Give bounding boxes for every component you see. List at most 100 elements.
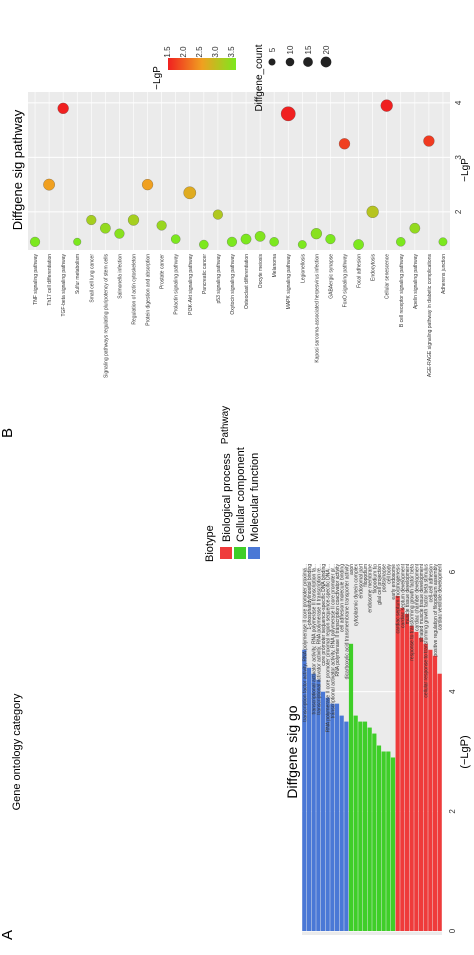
go-category-label: core promoter sequence-specific DNA bind… — [321, 564, 327, 666]
go-bar-glial-cell-projection — [376, 745, 382, 931]
pathway-category-labels: TNF signaling pathway Th17 cell different… — [33, 254, 447, 378]
size-legend-label: 5 — [268, 47, 277, 52]
pathway-category-label: AGE-RAGE signaling pathway in diabetic c… — [427, 254, 433, 378]
pathway-point-legionellosis — [297, 240, 307, 249]
pathway-color-legend: −LgP 1.5 2.0 2.5 3.0 3.5 — [152, 46, 236, 90]
pathway-point-pancreatic-cancer — [199, 239, 209, 250]
pathway-point-signaling-pathways-regulating-pluripoten — [100, 222, 111, 234]
go-category-label: dicarboxylic acid transmembrane transpor… — [344, 564, 350, 680]
color-legend-tick: 3.5 — [227, 46, 236, 58]
color-legend-tick: 2.0 — [179, 46, 188, 58]
go-bar-postsynapse — [381, 751, 386, 931]
go-category-label: cardiac chamber development — [414, 563, 420, 631]
go-category-label: RNA polymerase II core promoter proximal… — [326, 564, 332, 732]
size-legend-dot — [268, 58, 276, 66]
go-bar-endosomal-part — [358, 721, 363, 931]
pathway-tick-label: 4 — [454, 100, 463, 105]
go-bar-striated-muscle-tissue-development — [418, 637, 424, 931]
pathway-category-label: Salmonella infection — [117, 254, 123, 299]
pathway-point-adherens-junction — [438, 237, 448, 247]
go-tick-label: 6 — [448, 569, 457, 574]
pathway-point-salmonella-infection — [114, 228, 125, 239]
pathway-category-label: TGF-beta signaling pathway — [61, 254, 67, 317]
go-bar-chart: transcription factor activity, RNA polym… — [11, 447, 471, 935]
go-category-labels: transcription factor activity, RNA polym… — [302, 563, 443, 732]
go-bar-dicarboxylic-acid-transmembrane-transpor — [344, 721, 349, 931]
pathway-point-endocytosis — [366, 205, 379, 218]
go-bar-cell-adhesion-molecule-binding — [339, 715, 344, 931]
go-category-label: filopodium — [363, 564, 369, 587]
pathway-category-label: Legionellosis — [300, 254, 306, 283]
pathway-category-label: Apelin signaling pathway — [413, 254, 419, 310]
go-category-label: glial cell projection — [377, 564, 383, 605]
go-bar-cardiac-septum-morphogenesis — [395, 595, 400, 931]
pathway-point-focal-adhesion — [353, 239, 364, 250]
go-tick-label: 0 — [448, 928, 457, 933]
color-legend-tick: 3.0 — [211, 46, 220, 58]
panel-label-a: A — [0, 930, 16, 940]
pathway-x-axis-label: −LgP — [460, 158, 471, 182]
size-legend-label: 15 — [304, 45, 313, 54]
go-bar-cellular-response-to-transforming-growth — [423, 643, 428, 931]
go-category-label: endosomal part — [358, 563, 364, 598]
pathway-point-gabaergic-synapse — [325, 234, 336, 245]
legend-swatch-biological-process — [220, 547, 232, 559]
size-legend-dot — [303, 57, 313, 67]
pathway-points — [30, 99, 448, 250]
panel-label-b: B — [0, 428, 16, 438]
pathway-tick-label: 3 — [454, 155, 463, 160]
go-category-label: cell adhesion molecule binding — [340, 564, 346, 632]
pathway-category-label: Focal adhesion — [357, 254, 363, 288]
go-y-axis-label: Gene ontology category — [11, 693, 23, 810]
go-bar-transcriptional-activator-activity-rna-p — [311, 673, 316, 931]
pathway-point-regulation-of-actin-cytoskeleton — [127, 214, 140, 226]
pathway-point-foxo-signaling-pathway — [338, 138, 351, 150]
pathway-category-label: Endocytosis — [371, 254, 377, 281]
size-legend-label: 20 — [322, 45, 331, 54]
go-gridlines — [302, 571, 442, 932]
go-bar-cytoplasmic-dynein-complex — [353, 715, 358, 931]
go-bar-core-promoter-sequence-specific-dna-bind — [320, 691, 326, 931]
pathway-category-label: Small cell lung cancer — [89, 254, 95, 303]
pathway-category-label: Prolactin signaling pathway — [174, 254, 180, 315]
go-bar-transcriptional-activator-activity-rna-p — [316, 679, 321, 931]
pathway-category-label: Adherens junction — [441, 254, 447, 294]
pathway-category-label: p53 signaling pathway — [216, 254, 222, 304]
go-category-label: striated muscle tissue development — [419, 563, 425, 642]
go-category-label: response to transforming growth factor b… — [410, 564, 416, 661]
pathway-category-label: Protein digestion and absorption — [146, 254, 152, 326]
go-category-label: cell-cell adhesion — [428, 564, 434, 603]
pathway-point-oocyte-meiosis — [254, 231, 266, 242]
go-category-label: early endosome — [391, 564, 397, 600]
go-bar-positive-regulation-of-filopodium-assemb — [432, 655, 438, 931]
pathway-point-pi3k-akt-signaling-pathway — [183, 186, 197, 200]
pathway-point-mapk-signaling-pathway — [280, 106, 296, 122]
go-category-label: muscle tissue development — [405, 563, 411, 624]
size-legend-dot — [285, 57, 295, 67]
pathway-plot-area — [28, 92, 450, 250]
go-bar-rna-polymerase-ii-transcription-coactiva — [334, 703, 340, 931]
pathway-category-label: Pancreatic cancer — [202, 254, 208, 294]
pathway-tick-label: 2 — [454, 209, 463, 214]
pathway-category-label: GABAergic synapse — [328, 254, 334, 299]
pathway-point-prostate-cancer — [156, 220, 167, 231]
pathway-point-tgf-beta-signaling-pathway — [57, 102, 69, 114]
pathway-category-label: Osteoclast differentiation — [244, 254, 250, 309]
pathway-category-label: MAPK signaling pathway — [286, 254, 292, 310]
pathway-category-label: Th17 cell differentiation — [47, 254, 53, 306]
go-bar-rna-polymerase-ii-core-promoter-proximal — [325, 697, 330, 931]
pathway-point-age-rage-signaling-pathway-in-diabetic-c — [423, 135, 435, 147]
go-bar-early-endosome — [390, 757, 396, 931]
pathway-point-apelin-signaling-pathway — [409, 222, 421, 234]
go-tick-label: 2 — [448, 809, 457, 814]
go-tick-label: 4 — [448, 689, 457, 694]
go-bar-cardiac-septum-development — [400, 607, 405, 931]
go-category-label: transcriptional activator activity, RNA … — [316, 564, 322, 715]
pathway-category-label: Sulfur metabolism — [75, 254, 81, 294]
pathway-ticks: 2 3 4 — [454, 100, 463, 214]
pathway-point-p53-signaling-pathway — [212, 209, 223, 220]
pathway-category-label: Melanoma — [272, 254, 278, 278]
pathway-category-label: Oocyte meiosis — [258, 254, 264, 289]
legend-swatch-molecular-function — [248, 547, 260, 559]
